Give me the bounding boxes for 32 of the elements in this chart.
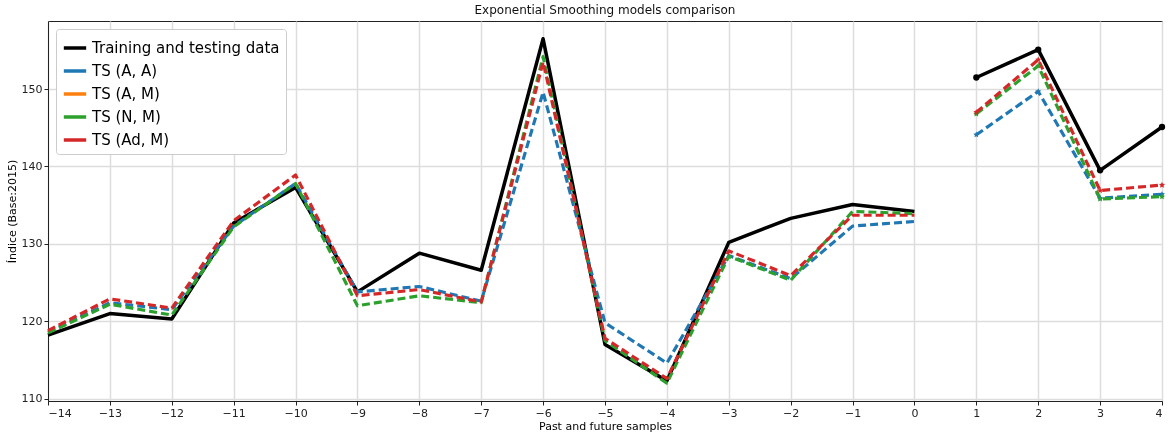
x-tick-label: 4 bbox=[1155, 406, 1163, 420]
legend-label: TS (A, A) bbox=[91, 62, 158, 80]
x-tick-label: −4 bbox=[659, 406, 676, 420]
x-tick-label: −3 bbox=[721, 406, 738, 420]
y-tick-label: 120 bbox=[21, 314, 43, 328]
x-tick-label: 3 bbox=[1097, 406, 1105, 420]
x-tick-label: −5 bbox=[597, 406, 614, 420]
x-tick-label: −10 bbox=[284, 406, 308, 420]
x-tick-label: −6 bbox=[535, 406, 552, 420]
x-tick-label: −13 bbox=[98, 406, 122, 420]
x-tick-label: 1 bbox=[973, 406, 981, 420]
x-axis-title: Past and future samples bbox=[538, 419, 673, 433]
legend-label: Training and testing data bbox=[91, 39, 280, 57]
y-tick-label: 130 bbox=[21, 237, 43, 251]
x-tick-label: −14 bbox=[48, 406, 72, 420]
x-tick-label: −2 bbox=[783, 406, 800, 420]
legend-label: TS (A, M) bbox=[91, 85, 160, 103]
x-tick-label: −1 bbox=[844, 406, 862, 420]
x-tick-label: −8 bbox=[411, 406, 428, 420]
chart-title: Exponential Smoothing models comparison bbox=[474, 3, 736, 17]
x-tick-label: −11 bbox=[222, 406, 246, 420]
x-tick-label: −12 bbox=[160, 406, 184, 420]
y-tick-label: 150 bbox=[21, 82, 43, 96]
y-tick-label: 140 bbox=[21, 160, 43, 173]
x-tick-label: −7 bbox=[473, 406, 490, 420]
y-axis-title: Índice (Base:2015) bbox=[5, 159, 19, 264]
x-tick-label: 0 bbox=[911, 406, 919, 420]
legend-label: TS (Ad, M) bbox=[91, 131, 170, 149]
x-tick-label: 2 bbox=[1035, 406, 1043, 420]
x-tick-label: −9 bbox=[349, 406, 367, 420]
legend-label: TS (N, M) bbox=[91, 108, 161, 126]
y-tick-label: 110 bbox=[21, 392, 43, 406]
